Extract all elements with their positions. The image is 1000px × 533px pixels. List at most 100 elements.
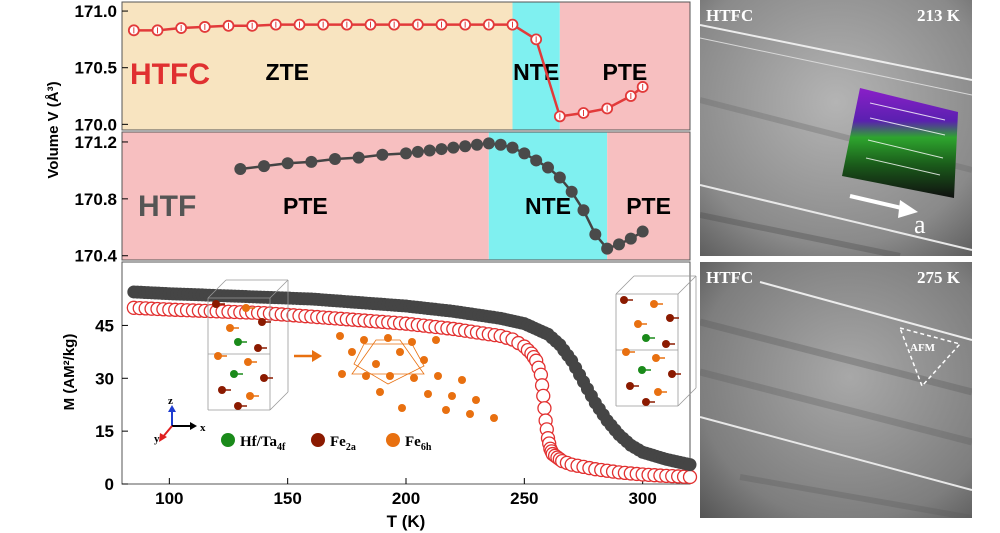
atom-icon [214, 352, 222, 360]
legend-label-0: Hf/Ta4f [240, 434, 286, 453]
region-label: ZTE [266, 59, 309, 85]
atom-icon [654, 388, 662, 396]
fe-atom-icon [362, 372, 370, 380]
atom-icon [638, 366, 646, 374]
kagome-lattice-icon [336, 332, 498, 422]
data-point [482, 137, 495, 150]
data-point [613, 238, 625, 251]
x-tick-label: 300 [628, 489, 656, 508]
atom-icon [218, 386, 226, 394]
data-point [376, 148, 389, 161]
data-point [565, 185, 578, 198]
data-point [459, 140, 472, 153]
fe-atom-icon [360, 336, 368, 344]
x-tick-label: 150 [273, 489, 301, 508]
data-point [447, 141, 460, 154]
cell-edge [615, 275, 635, 295]
transition-arrowhead-icon [312, 350, 322, 362]
region-band [512, 2, 560, 130]
atom-icon [634, 320, 642, 328]
microscopy-image-275k: HTFC 275 K AFM [700, 262, 972, 518]
region-label: PTE [626, 193, 671, 219]
sample-label: HTFC [130, 58, 210, 91]
legend-text: Fe [330, 434, 346, 450]
atom-icon [234, 402, 242, 410]
panel-frame [121, 131, 691, 261]
fe-atom-icon [376, 388, 384, 396]
cell-edge [269, 391, 289, 411]
data-point [329, 153, 341, 166]
fe-atom-icon [408, 338, 416, 346]
cell-edge [269, 279, 289, 299]
y-tick-label: 171.2 [74, 133, 117, 152]
y-tick-label: 170.8 [74, 190, 117, 209]
fe-atom-icon [424, 390, 432, 398]
coordinate-axes-icon: z x y [154, 395, 206, 445]
x-tick-label: 250 [510, 489, 538, 508]
region-label: NTE [513, 59, 559, 85]
z-label: z [168, 395, 173, 407]
y-label: y [154, 433, 160, 445]
region-band [122, 2, 513, 130]
y-tick-label: 171.0 [74, 2, 117, 21]
fe-atom-icon [396, 348, 404, 356]
y-tick-label: 170.0 [74, 115, 117, 134]
fe-atom-icon [398, 404, 406, 412]
data-point-red [536, 388, 551, 404]
atom-icon [642, 334, 650, 342]
legend-text: Fe [405, 434, 421, 450]
arrow-head-icon [898, 200, 918, 218]
x-axis-label: T (K) [387, 512, 426, 531]
atom-icon [212, 300, 220, 308]
y-tick-label: 0 [105, 475, 114, 494]
microscopy-bottom-svg [700, 262, 972, 518]
legend-marker-icon [386, 433, 400, 447]
data-point [281, 157, 294, 170]
microscopy-top-svg [700, 0, 972, 256]
fe-atom-icon [420, 356, 428, 364]
region-band [607, 132, 690, 260]
atom-icon [230, 370, 238, 378]
data-point [542, 161, 554, 174]
y-tick-label: 170.4 [74, 247, 117, 266]
legend-subscript: 4f [277, 442, 286, 453]
data-point [423, 144, 436, 157]
atom-icon [254, 344, 262, 352]
atom-icon [246, 392, 254, 400]
data-point [601, 242, 614, 255]
x-tick-label: 100 [155, 489, 183, 508]
data-point-red [537, 401, 552, 416]
fe-atom-icon [336, 332, 344, 340]
data-point [471, 138, 483, 151]
atom-icon [668, 370, 676, 378]
fe-atom-icon [448, 392, 456, 400]
x-arrow-icon [190, 422, 197, 430]
volume-panel-1: PTE NTE PTE 171.2 170.8 170.4 HTF [74, 131, 691, 266]
region-band [488, 132, 608, 260]
data-point [636, 225, 649, 238]
kagome-hex [353, 343, 425, 385]
data-point [624, 232, 637, 245]
arrow-label: a [914, 210, 926, 239]
fe-atom-icon [410, 374, 418, 382]
x-tick-label: 200 [392, 489, 420, 508]
crystal-cell-left-icon [207, 279, 289, 411]
region-label: NTE [525, 193, 571, 219]
domain-color-map [842, 88, 958, 198]
y-tick-label: 15 [95, 422, 114, 441]
image-label-bottom: HTFC [706, 268, 754, 287]
fe-atom-icon [386, 372, 394, 380]
atom-icon [642, 398, 650, 406]
sample-label: HTF [138, 190, 196, 223]
x-label: x [200, 422, 206, 434]
afm-region-outline [898, 326, 962, 388]
fe-atom-icon [466, 410, 474, 418]
atom-icon [650, 300, 658, 308]
legend-label-2: Fe6h [405, 434, 432, 453]
y-tick-label: 30 [95, 369, 114, 388]
atom-icon [260, 374, 268, 382]
image-temperature-top: 213 K [917, 6, 960, 25]
fe-atom-icon [490, 414, 498, 422]
data-point-red [682, 469, 698, 485]
data-point [352, 151, 365, 164]
